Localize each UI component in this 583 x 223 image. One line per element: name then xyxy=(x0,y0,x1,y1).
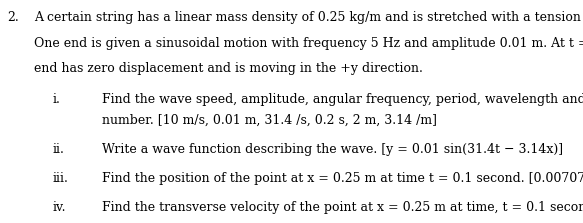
Text: ii.: ii. xyxy=(52,143,64,156)
Text: iii.: iii. xyxy=(52,172,68,185)
Text: Find the position of the point at x = 0.25 m at time t = 0.1 second. [0.00707 m]: Find the position of the point at x = 0.… xyxy=(102,172,583,185)
Text: Find the transverse velocity of the point at x = 0.25 m at time, t = 0.1 second.: Find the transverse velocity of the poin… xyxy=(102,201,583,214)
Text: 2.: 2. xyxy=(8,11,19,24)
Text: iv.: iv. xyxy=(52,201,66,214)
Text: Write a wave function describing the wave. [y = 0.01 sin(31.4t − 3.14x)]: Write a wave function describing the wav… xyxy=(102,143,563,156)
Text: end has zero displacement and is moving in the +y direction.: end has zero displacement and is moving … xyxy=(34,62,423,75)
Text: number. [10 m/s, 0.01 m, 31.4 /s, 0.2 s, 2 m, 3.14 /m]: number. [10 m/s, 0.01 m, 31.4 /s, 0.2 s,… xyxy=(102,114,437,127)
Text: i.: i. xyxy=(52,93,61,105)
Text: A certain string has a linear mass density of 0.25 kg/m and is stretched with a : A certain string has a linear mass densi… xyxy=(34,11,583,24)
Text: Find the wave speed, amplitude, angular frequency, period, wavelength and wave: Find the wave speed, amplitude, angular … xyxy=(102,93,583,105)
Text: m/s]: m/s] xyxy=(102,222,129,223)
Text: One end is given a sinusoidal motion with frequency 5 Hz and amplitude 0.01 m. A: One end is given a sinusoidal motion wit… xyxy=(34,37,583,50)
